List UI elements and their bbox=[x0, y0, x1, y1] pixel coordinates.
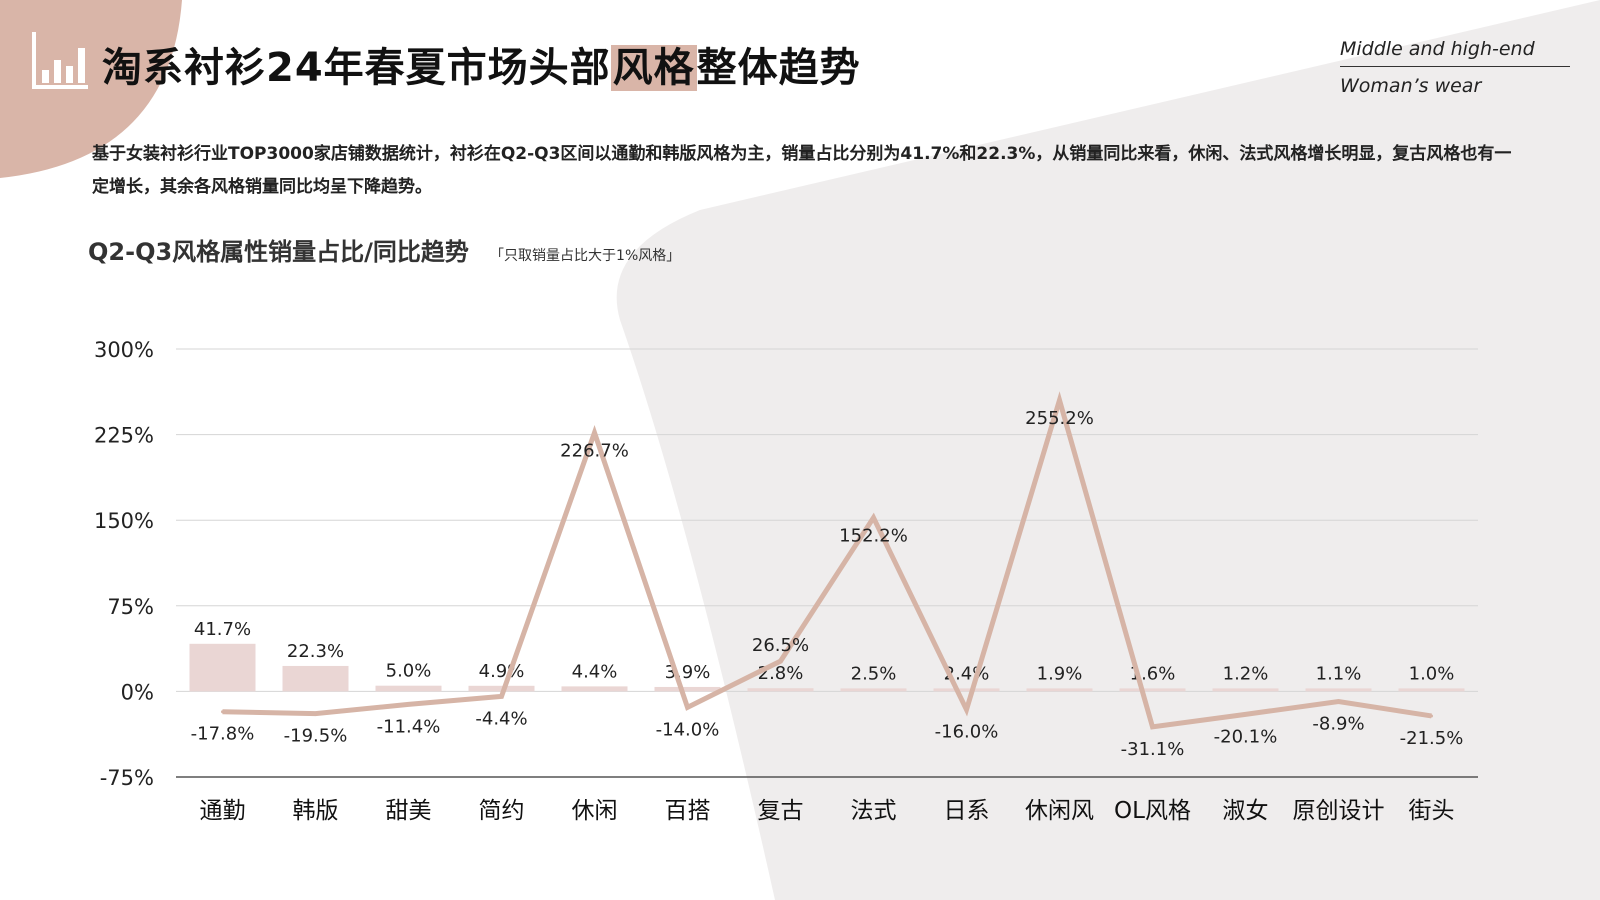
line-value-label: -4.4% bbox=[475, 708, 527, 729]
brand-line-2: Woman’s wear bbox=[1340, 75, 1482, 97]
bar bbox=[654, 686, 721, 692]
line-value-label: -16.0% bbox=[935, 722, 999, 743]
bar-value-label: 22.3% bbox=[287, 641, 344, 662]
x-category-label: 街头 bbox=[1409, 798, 1455, 824]
line-point bbox=[872, 516, 875, 520]
x-category-label: 休闲 bbox=[572, 798, 618, 824]
brand-tagline: Middle and high-end Woman’s wear bbox=[1340, 38, 1570, 97]
y-tick-label: 150% bbox=[94, 509, 154, 533]
chart-subtitle-block: Q2-Q3风格属性销量占比/同比趋势 「只取销量占比大于1%风格」 bbox=[88, 232, 680, 267]
bar bbox=[1026, 688, 1093, 692]
line-point bbox=[1337, 700, 1340, 704]
gray-panel bbox=[616, 0, 1600, 900]
y-tick-label: 225% bbox=[94, 424, 154, 448]
yoy-line bbox=[222, 391, 1432, 730]
bar-value-label: 4.4% bbox=[572, 661, 618, 682]
bar-chart-icon bbox=[32, 32, 88, 89]
chart-subtitle-note: 「只取销量占比大于1%风格」 bbox=[490, 248, 681, 264]
y-tick-label: -75% bbox=[100, 766, 154, 790]
x-category-label: 法式 bbox=[851, 798, 897, 824]
description-text: 基于女装衬衫行业TOP3000家店铺数据统计，衬衫在Q2-Q3区间以通勤和韩版风… bbox=[92, 144, 1512, 197]
line-value-label: -11.4% bbox=[377, 716, 441, 737]
y-tick-label: 300% bbox=[94, 338, 154, 362]
line-point bbox=[686, 705, 689, 709]
bar bbox=[1212, 688, 1279, 692]
bar-value-label: 1.2% bbox=[1223, 663, 1269, 684]
bar-value-label: 5.0% bbox=[386, 661, 432, 682]
line-value-label: 226.7% bbox=[560, 441, 629, 462]
title-highlight: 风格 bbox=[610, 45, 697, 91]
bar bbox=[282, 665, 349, 692]
bar-value-label: 1.9% bbox=[1037, 663, 1083, 684]
line-value-label: -21.5% bbox=[1400, 728, 1464, 749]
line-value-label: 255.2% bbox=[1025, 408, 1094, 429]
line-point bbox=[221, 710, 224, 714]
bar bbox=[840, 688, 907, 692]
line-point bbox=[500, 694, 503, 698]
x-category-label: 韩版 bbox=[293, 798, 339, 824]
bar bbox=[1305, 688, 1372, 692]
line-point bbox=[965, 708, 968, 712]
line-point bbox=[1058, 398, 1061, 402]
chart-subtitle: Q2-Q3风格属性销量占比/同比趋势 bbox=[88, 238, 469, 266]
bar bbox=[561, 686, 628, 692]
x-category-label: 原创设计 bbox=[1293, 798, 1385, 824]
line-value-label: -31.1% bbox=[1121, 739, 1185, 760]
line-point bbox=[407, 702, 410, 706]
line-value-label: -20.1% bbox=[1214, 726, 1278, 747]
bar-value-label: 4.9% bbox=[479, 661, 525, 682]
bar-value-label: 41.7% bbox=[194, 619, 251, 640]
bar bbox=[747, 688, 814, 692]
corner-blob bbox=[0, 0, 182, 178]
line-value-label: -19.5% bbox=[284, 726, 348, 747]
x-category-label: OL风格 bbox=[1114, 798, 1191, 824]
line-point bbox=[1244, 712, 1247, 716]
bar bbox=[189, 643, 256, 692]
line-value-label: 152.2% bbox=[839, 526, 908, 547]
line-point bbox=[1430, 714, 1433, 718]
page-title: 淘系衬衫24年春夏市场头部风格整体趋势 bbox=[102, 40, 861, 96]
title-prefix: 淘系衬衫24年春夏市场头部 bbox=[102, 45, 611, 91]
x-category-label: 通勤 bbox=[200, 798, 246, 824]
bar-value-label: 1.0% bbox=[1409, 663, 1455, 684]
y-tick-label: 75% bbox=[107, 595, 154, 619]
line-point bbox=[1151, 725, 1154, 729]
x-category-label: 百搭 bbox=[665, 798, 711, 824]
x-category-label: 甜美 bbox=[386, 798, 432, 824]
x-category-label: 休闲风 bbox=[1025, 798, 1094, 824]
x-category-label: 复古 bbox=[758, 798, 804, 824]
y-tick-label: 0% bbox=[121, 680, 154, 704]
title-suffix: 整体趋势 bbox=[696, 45, 861, 91]
line-point bbox=[314, 712, 317, 716]
line-value-label: 26.5% bbox=[752, 635, 809, 656]
line-point bbox=[779, 659, 782, 663]
x-category-label: 简约 bbox=[479, 798, 525, 824]
bar bbox=[375, 685, 442, 692]
brand-line-1: Middle and high-end bbox=[1340, 38, 1570, 67]
line-value-label: -8.9% bbox=[1312, 714, 1364, 735]
line-point bbox=[593, 431, 596, 435]
bar-value-label: 1.1% bbox=[1316, 663, 1362, 684]
bar-value-label: 2.5% bbox=[851, 663, 897, 684]
x-category-label: 日系 bbox=[944, 798, 990, 824]
line-value-label: -17.8% bbox=[191, 724, 255, 745]
x-category-label: 淑女 bbox=[1223, 798, 1269, 824]
bar bbox=[933, 688, 1000, 692]
line-value-label: -14.0% bbox=[656, 719, 720, 740]
bar bbox=[468, 685, 535, 692]
bar bbox=[1398, 688, 1465, 692]
bar bbox=[1119, 688, 1186, 692]
